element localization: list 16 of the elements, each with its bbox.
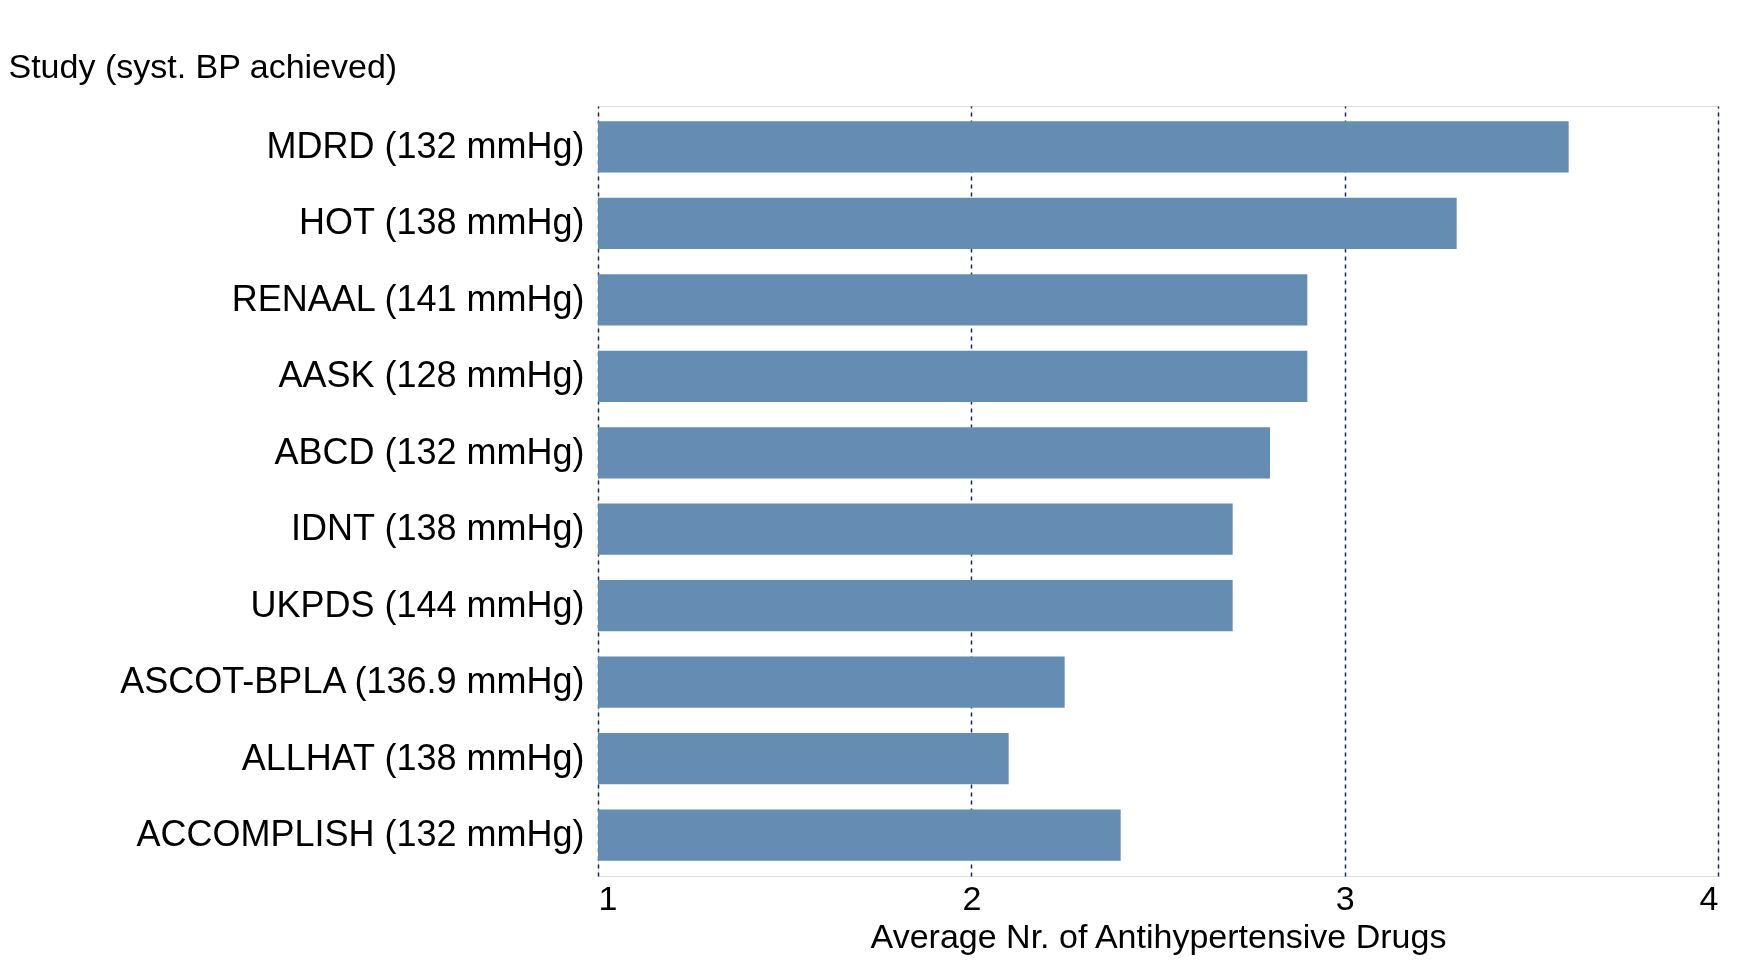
y-tick-label: MDRD (132 mmHg) (266, 124, 585, 166)
y-tick-label: ABCD (132 mmHg) (274, 430, 585, 472)
y-tick-label: UKPDS (144 mmHg) (250, 583, 585, 625)
x-tick-label: 3 (1335, 878, 1355, 917)
x-tick-label: 4 (1699, 878, 1719, 917)
y-tick-label: IDNT (138 mmHg) (291, 507, 585, 549)
x-tick-label: 1 (598, 878, 618, 917)
y-tick-label: RENAAL (141 mmHg) (231, 277, 585, 319)
y-tick-label: ACCOMPLISH (132 mmHg) (136, 813, 585, 855)
y-tick-label: HOT (138 mmHg) (299, 201, 585, 243)
y-tick-label: ALLHAT (138 mmHg) (241, 736, 585, 778)
y-tick-label: AASK (128 mmHg) (278, 354, 585, 396)
x-axis-title: Average Nr. of Antihypertensive Drugs (870, 916, 1447, 955)
x-tick-label: 2 (962, 878, 982, 917)
y-axis-title: Study (syst. BP achieved) (8, 46, 398, 85)
y-tick-label: ASCOT-BPLA (136.9 mmHg) (120, 660, 585, 702)
